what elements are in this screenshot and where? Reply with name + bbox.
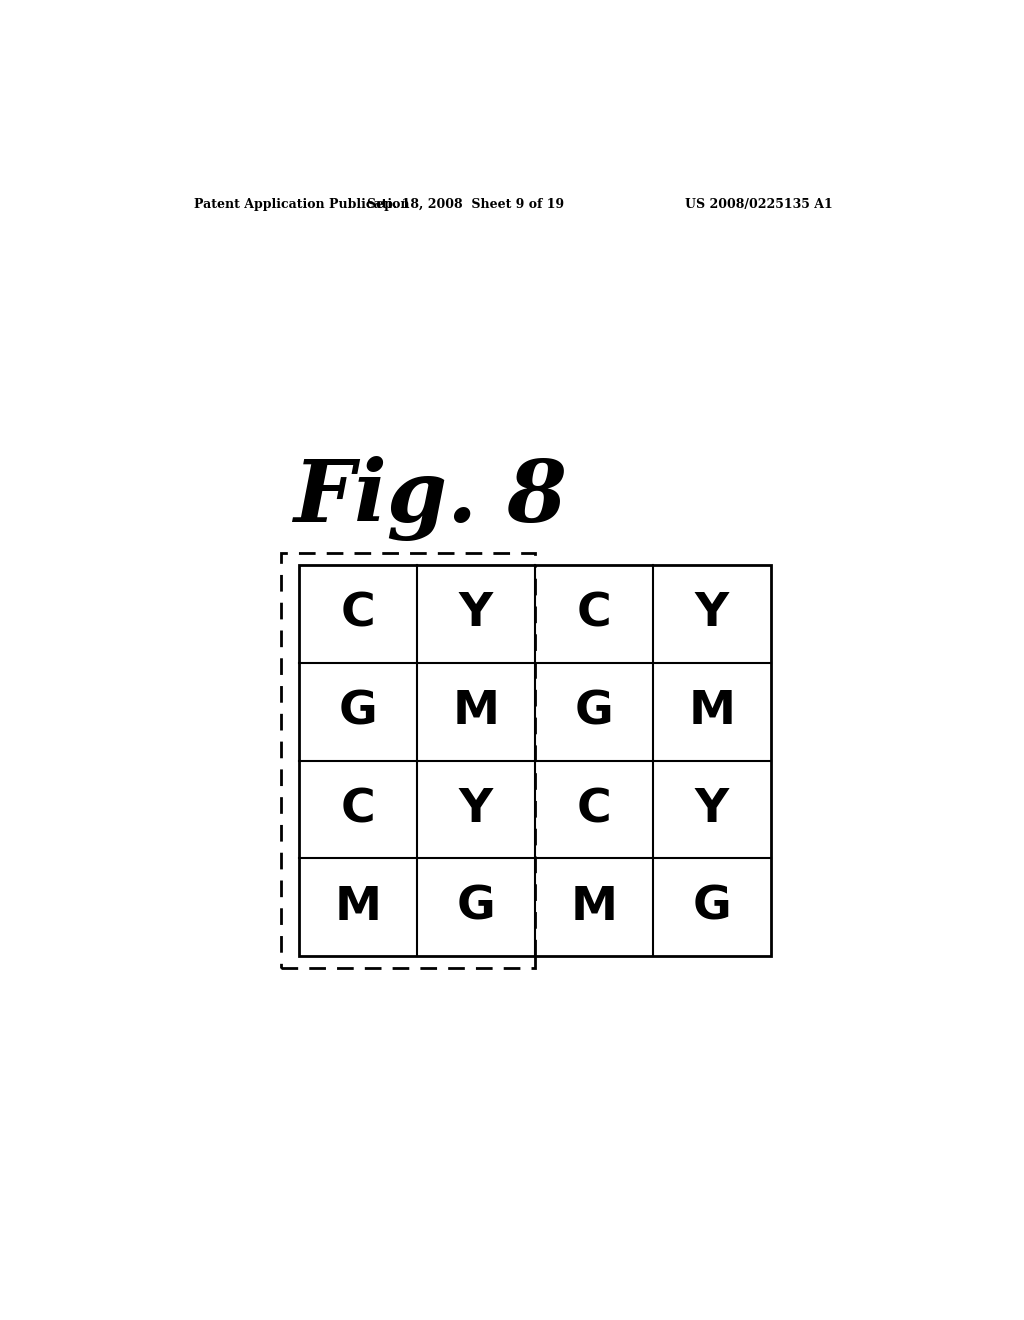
Text: G: G <box>457 884 495 929</box>
Text: M: M <box>453 689 499 734</box>
Text: Y: Y <box>694 787 729 832</box>
Text: US 2008/0225135 A1: US 2008/0225135 A1 <box>685 198 833 211</box>
Text: G: G <box>338 689 377 734</box>
Bar <box>282 553 535 969</box>
Text: M: M <box>570 884 617 929</box>
Text: C: C <box>577 591 611 636</box>
Text: M: M <box>334 884 381 929</box>
Text: Fig. 8: Fig. 8 <box>293 457 566 541</box>
Text: G: G <box>692 884 731 929</box>
Text: C: C <box>340 787 375 832</box>
Text: Y: Y <box>459 787 493 832</box>
Text: Sep. 18, 2008  Sheet 9 of 19: Sep. 18, 2008 Sheet 9 of 19 <box>367 198 564 211</box>
Text: Y: Y <box>459 591 493 636</box>
Text: C: C <box>577 787 611 832</box>
Text: M: M <box>688 689 735 734</box>
Text: Y: Y <box>694 591 729 636</box>
Text: C: C <box>340 591 375 636</box>
Text: G: G <box>574 689 613 734</box>
Text: Patent Application Publication: Patent Application Publication <box>194 198 410 211</box>
Bar <box>299 565 771 956</box>
